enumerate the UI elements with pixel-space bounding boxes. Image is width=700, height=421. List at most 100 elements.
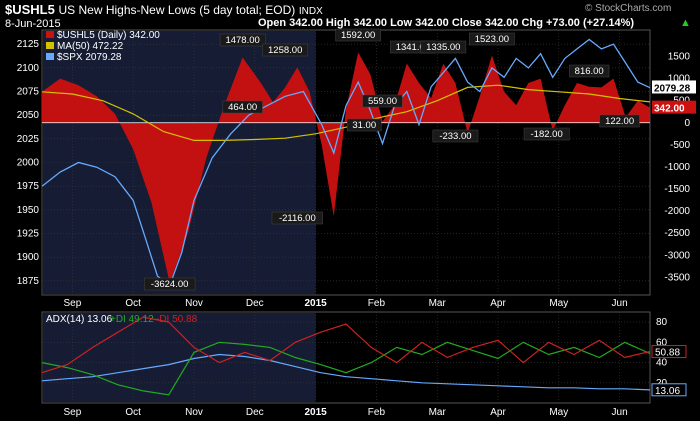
lower-x-tick-label: 2015 (304, 407, 327, 418)
right-tick-label: -2500 (664, 228, 690, 239)
right-value-badge (652, 100, 696, 114)
left-tick-label: 1875 (17, 276, 40, 287)
left-tick-label: 1950 (17, 205, 40, 216)
lower-legend-adx: ADX(14) 13.06 (46, 314, 113, 325)
right-tick-label: -1500 (664, 184, 690, 195)
left-tick-label: 1975 (17, 181, 40, 192)
value-label-bg (222, 100, 263, 114)
right-tick-label: -2000 (664, 206, 690, 217)
value-label: 1478.00 (225, 35, 259, 46)
value-label-bg (432, 129, 479, 143)
lower-series-di (41, 341, 651, 396)
value-label: -3624.00 (151, 279, 189, 290)
right-tick-label: -3500 (664, 272, 690, 283)
lower-x-tick-label: Jun (612, 407, 628, 418)
left-tick-label: 2125 (17, 39, 40, 50)
value-label: 1592.00 (341, 30, 375, 41)
lower-legend-minus-di: -DI 50.88 (156, 314, 198, 325)
lower-right-badge-text: 50.88 (655, 348, 680, 359)
x-tick-label: Nov (185, 298, 203, 309)
x-tick-label: Mar (429, 298, 447, 309)
right-value-badge-text: 2079.28 (654, 83, 691, 94)
lower-legend-plus-di: +DI 49.12 (110, 314, 154, 325)
legend-swatch (46, 42, 54, 49)
left-tick-label: 2075 (17, 87, 40, 98)
x-tick-label: Sep (64, 298, 82, 309)
right-tick-label: 0 (684, 118, 690, 129)
legend-entry: MA(50) 472.22 (57, 41, 124, 52)
left-tick-label: 2050 (17, 110, 40, 121)
value-label-bg (144, 277, 196, 291)
value-label: -2116.00 (279, 213, 316, 224)
right-tick-label: -3000 (664, 250, 690, 261)
value-label-bg (599, 114, 640, 128)
lower-tick-label: 20 (656, 378, 668, 389)
value-label: 122.00 (605, 116, 634, 127)
x-tick-label: Apr (490, 298, 506, 309)
value-label-bg (335, 28, 382, 42)
lower-x-tick-label: Apr (490, 407, 506, 418)
right-tick-label: -500 (670, 140, 690, 151)
value-label: -182.00 (531, 129, 563, 140)
value-label-bg (569, 64, 610, 78)
lower-x-tick-label: Feb (368, 407, 386, 418)
lower-right-badge (651, 383, 687, 397)
x-tick-label: Jun (612, 298, 628, 309)
lower-x-tick-label: Dec (246, 407, 264, 418)
lower-tick-label: 80 (656, 317, 668, 328)
left-tick-label: 2000 (17, 158, 40, 169)
legend-swatch (46, 53, 54, 60)
value-label-bg (469, 32, 515, 46)
value-label-bg (271, 211, 324, 225)
right-tick-label: 1500 (668, 52, 691, 63)
legend-entry: $SPX 2079.28 (57, 52, 122, 63)
value-label: 1341.00 (396, 42, 430, 53)
lower-tick-label: 40 (656, 358, 668, 369)
value-label: 1258.00 (268, 45, 302, 56)
lower-x-tick-label: May (549, 407, 568, 418)
lower-x-tick-label: Mar (429, 407, 447, 418)
symbol: $USHL5 (5, 2, 55, 17)
x-tick-label: Dec (246, 298, 264, 309)
lower-x-tick-label: Oct (125, 407, 141, 418)
x-tick-label: 2015 (304, 298, 327, 309)
legend-swatch (46, 31, 54, 38)
watermark: © StockCharts.com (585, 3, 672, 14)
lower-right-badge-text: 13.06 (655, 386, 680, 397)
lower-tick-label: 60 (656, 337, 668, 348)
lower-x-tick-label: Sep (64, 407, 82, 418)
lower-right-badge (651, 345, 687, 359)
lower-x-tick-label: Nov (185, 407, 203, 418)
x-tick-label: May (549, 298, 568, 309)
value-label-bg (346, 118, 382, 132)
right-value-badge (652, 80, 696, 94)
ma50-line (41, 84, 651, 141)
lower-series-adx14 (41, 353, 651, 391)
left-tick-label: 1925 (17, 228, 40, 239)
x-tick-label: Oct (125, 298, 141, 309)
value-label-bg (362, 94, 403, 108)
symbol-title: $USHL5 US New Highs-New Lows (5 day tota… (5, 2, 323, 17)
value-label-bg (219, 33, 266, 47)
value-label-bg (523, 127, 570, 141)
up-arrow: ▲ (680, 17, 691, 29)
right-tick-label: 1000 (668, 74, 691, 85)
quote-line: Open 342.00 High 342.00 Low 342.00 Close… (258, 17, 635, 29)
value-label: 31.00 (352, 120, 376, 131)
value-label: 1335.00 (426, 42, 460, 53)
value-label: -233.00 (439, 131, 471, 142)
x-tick-label: Feb (368, 298, 386, 309)
value-label: 464.00 (228, 102, 257, 113)
lower-series-di (41, 316, 651, 374)
legend-entry: $USHL5 (Daily) 342.00 (57, 30, 160, 41)
value-label: 1523.00 (475, 34, 509, 45)
lower-pre-2015-shade (43, 313, 316, 402)
value-label: 559.00 (368, 96, 397, 107)
right-tick-label: -1000 (664, 162, 690, 173)
left-tick-label: 1900 (17, 252, 40, 263)
right-value-badge-text: 342.00 (654, 104, 685, 115)
value-label-bg (262, 43, 309, 57)
date-label: 8-Jun-2015 (5, 18, 61, 30)
